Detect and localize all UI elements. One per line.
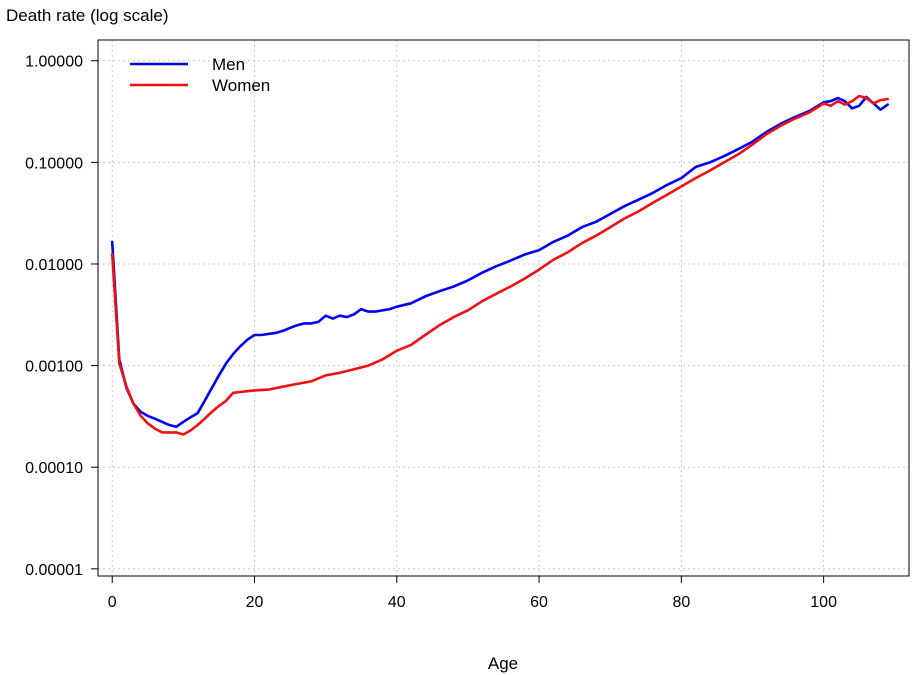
x-tick-label: 40 bbox=[388, 594, 406, 611]
y-tick-label: 0.10000 bbox=[25, 155, 83, 172]
y-tick-label: 0.00010 bbox=[25, 460, 83, 477]
x-tick-label: 80 bbox=[672, 594, 690, 611]
series-line-men bbox=[110, 95, 890, 429]
y-tick-label: 0.01000 bbox=[25, 257, 83, 274]
x-tick-label: 0 bbox=[108, 594, 117, 611]
series-layer bbox=[110, 94, 890, 436]
x-tick-label: 100 bbox=[810, 594, 837, 611]
x-axis-title: Age bbox=[488, 654, 518, 673]
y-tick-label: 0.00100 bbox=[25, 359, 83, 376]
y-tick-label: 0.00001 bbox=[25, 562, 83, 579]
x-axis: 0 20 40 60 80 100 bbox=[108, 576, 837, 611]
legend-label-women: Women bbox=[212, 76, 270, 95]
legend: Men Women bbox=[130, 55, 270, 95]
plot-frame bbox=[97, 39, 910, 577]
x-tick-label: 60 bbox=[530, 594, 548, 611]
x-tick-label: 20 bbox=[246, 594, 264, 611]
legend-label-men: Men bbox=[212, 55, 245, 74]
y-tick-label: 1.00000 bbox=[25, 54, 83, 71]
y-axis: 0.00001 0.00010 0.00100 0.01000 0.10000 1.000… bbox=[25, 54, 98, 579]
y-axis-title: Death rate (log scale) bbox=[6, 6, 169, 25]
series-line-women bbox=[110, 94, 890, 436]
